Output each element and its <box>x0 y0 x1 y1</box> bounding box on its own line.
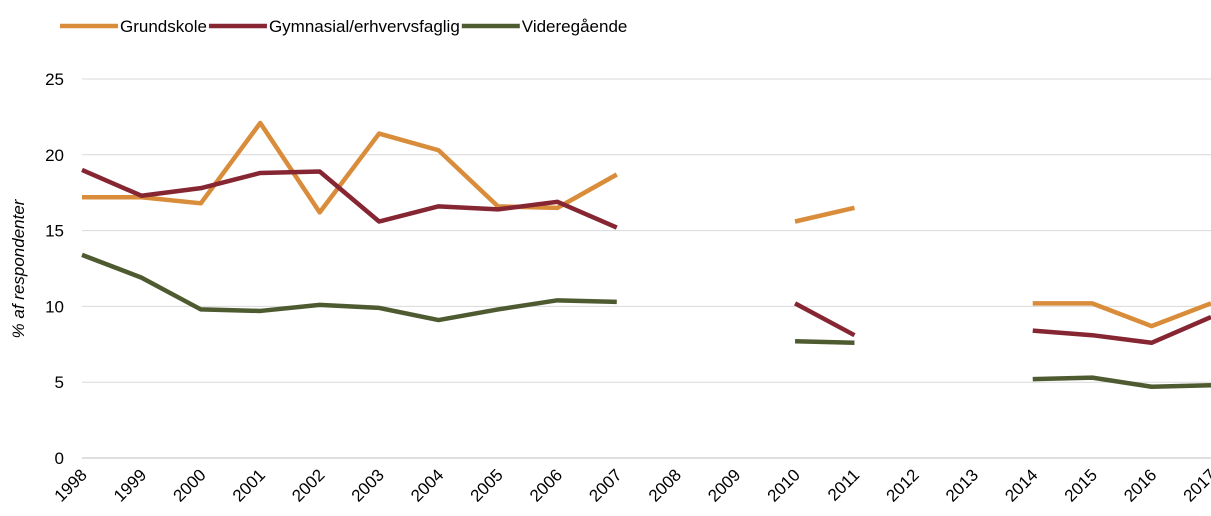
y-tick-label: 15 <box>45 222 64 241</box>
x-tick-label: 2004 <box>407 465 447 505</box>
x-tick-label: 2012 <box>883 465 923 505</box>
x-tick-label: 2013 <box>942 465 982 505</box>
x-tick-label: 1999 <box>110 465 150 505</box>
x-tick-label: 2009 <box>704 465 744 505</box>
x-tick-label: 2006 <box>526 465 566 505</box>
line <box>82 120 1211 329</box>
x-tick-label: 2003 <box>348 465 388 505</box>
x-tick-label: 2008 <box>645 465 685 505</box>
x-tick-label: 2001 <box>229 465 269 505</box>
x-tick-label: 2007 <box>585 465 625 505</box>
x-tick-label: 2011 <box>824 465 863 504</box>
x-tick-label: 2000 <box>169 465 209 505</box>
x-tick-label: 2014 <box>1001 465 1041 505</box>
x-tick-label: 2017 <box>1180 465 1211 505</box>
x-tick-label: 2002 <box>288 465 328 505</box>
legend-label: Grundskole <box>120 17 207 36</box>
x-tick-label: 2010 <box>764 465 804 505</box>
x-tick-label: 2016 <box>1120 465 1160 505</box>
legend-label: Videregående <box>522 17 628 36</box>
y-tick-label: 25 <box>45 70 64 89</box>
y-tick-label: 5 <box>55 373 64 392</box>
line <box>81 252 1211 389</box>
x-tick-label: 2015 <box>1061 465 1101 505</box>
y-tick-label: 0 <box>55 449 64 468</box>
x-tick-label: 2005 <box>467 465 507 505</box>
line <box>81 167 1211 346</box>
legend-label: Gymnasial/erhvervsfaglig <box>269 17 460 36</box>
y-axis-label: % af respondenter <box>9 198 28 338</box>
y-tick-label: 10 <box>45 297 64 316</box>
x-tick-label: 1998 <box>51 465 91 505</box>
y-tick-label: 20 <box>45 146 64 165</box>
